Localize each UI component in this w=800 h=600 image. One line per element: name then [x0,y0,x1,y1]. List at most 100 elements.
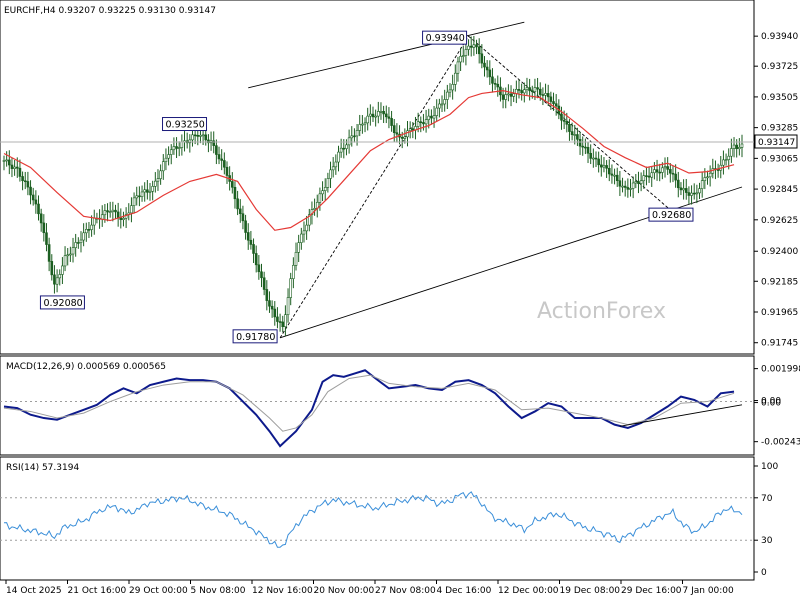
candle-body [727,155,731,160]
time-tick-label: 27 Nov 08:00 [375,586,436,596]
candle-body [538,88,542,95]
watermark: ActionForex [537,299,666,324]
candle-body [594,157,598,160]
candle-body [66,254,70,257]
candle-body [55,277,59,285]
candle-body [676,179,680,189]
candle-body [453,72,457,85]
candle-body [382,110,385,115]
level-labels: 0.93940 0.93250 0.92080 0.91780 0.92680 [39,30,694,344]
candle-body [323,187,327,191]
candle-body [260,271,263,279]
level-label-text: 0.92680 [652,210,691,221]
candle-body [621,185,624,188]
candle-body [661,167,664,173]
candle-body [257,264,261,273]
candle-body [77,242,80,244]
candle-body [21,176,24,182]
candle-body [732,144,736,149]
candle-body [586,147,590,154]
candle-body [568,123,571,132]
candle-body [262,277,266,290]
candle-body [347,137,351,146]
candle-body [339,147,343,153]
candle-body [735,144,738,150]
candle-body [199,134,202,137]
candle-body [485,66,489,71]
moving-average [3,90,735,231]
candle-body [254,253,258,266]
macd-header: MACD(12,26,9) 0.000569 0.000565 [6,362,166,372]
candle-body [201,134,205,137]
level-label-box [39,295,85,310]
candle-body [472,44,476,48]
candle-body [87,229,91,231]
candle-body [530,90,534,93]
candle-body [305,224,308,232]
candle-body [313,208,316,210]
candle-body [653,169,656,174]
candle-body [180,141,184,148]
candle-body [196,134,200,137]
candle-body [138,195,141,198]
price-candles [2,35,744,337]
candle-body [512,93,515,97]
candle-body [177,147,181,149]
candle-body [549,96,553,102]
candle-body [371,113,375,118]
candle-body [600,164,603,168]
candle-body [204,134,208,141]
candle-body [687,192,691,196]
candle-body [29,186,32,196]
candle-body [302,230,306,235]
candle-body [613,174,616,177]
price-tick-label: 0.91745 [761,339,798,349]
candle-body [562,119,566,122]
candle-body [61,265,64,275]
candle-body [730,148,733,157]
candle-body [684,188,688,193]
time-tick-label: 7 Jan 00:00 [683,586,735,596]
macd-line [3,369,735,448]
candle-body [135,195,139,199]
candle-body [560,113,563,121]
candle-body [69,253,72,256]
candle-body [501,94,505,100]
candle-body [172,146,176,151]
candle-body [592,157,595,160]
candle-body [724,159,728,161]
candle-body [193,134,197,137]
candle-body [443,99,446,105]
candle-body [215,145,218,155]
candle-body [63,255,67,267]
candle-body [10,164,14,169]
candle-body [708,172,712,178]
candle-body [106,210,109,213]
candle-body [366,115,369,124]
candle-body [53,274,56,285]
time-axis: 14 Oct 2025 21 Oct 16:00 29 Oct 00:00 5 Nov… [5,580,735,596]
candle-body [642,175,646,182]
candle-body [329,169,332,179]
candle-body [90,224,93,230]
candle-body [337,151,340,163]
candle-body [400,136,404,139]
level-label-box [162,117,208,132]
candle-body [284,314,287,327]
candle-body [623,185,627,188]
rsi-line [3,491,743,548]
candle-body [220,158,223,161]
candle-body [8,159,11,166]
candle-body [634,181,638,184]
time-tick-label: 14 Oct 2025 [6,586,62,596]
candle-body [650,172,654,178]
candle-body [618,180,622,187]
candle-body [469,45,473,48]
price-tick-label: 0.93065 [761,154,798,164]
candle-body [523,89,526,94]
candle-body [331,166,335,171]
candle-body [488,69,492,78]
candle-body [122,217,125,220]
rsi-tick-label: 0 [761,568,767,578]
candle-body [607,167,611,175]
